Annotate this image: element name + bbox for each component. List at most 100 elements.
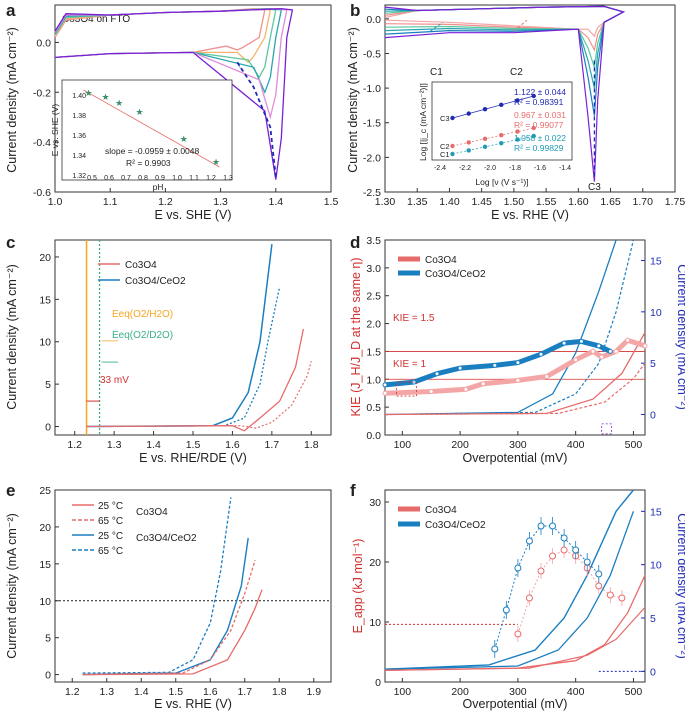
panel-f-y2tick-label: 15 bbox=[650, 506, 662, 518]
panel-e-ytick-label: 15 bbox=[39, 559, 51, 571]
panel-label-b: b bbox=[350, 1, 360, 20]
legend-e-4: 65 °C bbox=[98, 546, 123, 557]
c-ceo2-d2o bbox=[98, 286, 281, 428]
panel-d-ytick-label: 0.5 bbox=[366, 402, 381, 414]
cv-curve-6 bbox=[54, 8, 294, 180]
panel-b-ylabel: Current density (mA cm⁻²) bbox=[346, 27, 360, 173]
inset-b-point-C3 bbox=[531, 93, 536, 99]
panel-f-ytick-label: 30 bbox=[369, 497, 381, 509]
inset-b-point-C1 bbox=[450, 151, 455, 157]
panel-f-xtick-label: 100 bbox=[394, 686, 412, 698]
panel-b-ytick-label: -2.0 bbox=[363, 152, 381, 164]
inset-b-xtick-label: -1.6 bbox=[534, 165, 546, 172]
panel-d-xlabel: Overpotential (mV) bbox=[463, 451, 568, 465]
panel-c-ytick-label: 0 bbox=[45, 422, 51, 434]
panel-d-xtick-label: 300 bbox=[509, 439, 527, 451]
inset-b-point-C2 bbox=[531, 125, 536, 131]
panel-f-ytick-label: 10 bbox=[369, 617, 381, 629]
inset-b-point-C2 bbox=[515, 129, 520, 134]
inset-b-point-C2 bbox=[466, 140, 471, 145]
inset-a-point: ★ bbox=[212, 157, 220, 167]
panel-c-xtick-label: 1.4 bbox=[146, 439, 161, 451]
panel-b-xtick-label: 1.60 bbox=[568, 196, 589, 208]
legend-c-ceo2: Co3O4/CeO2 bbox=[125, 276, 186, 287]
panel-e-ytick-label: 10 bbox=[39, 596, 51, 608]
cv-b-curve-6 bbox=[384, 5, 625, 182]
panel-a-inset-ylabel: E vs. SHE (V) bbox=[50, 104, 60, 157]
panel-d-ytick-label: 1.5 bbox=[366, 346, 381, 358]
panel-f: Overpotential (mV) E_app (kJ mol⁻¹) Curr… bbox=[351, 489, 685, 711]
kie-ceo2-point bbox=[458, 366, 462, 370]
panel-c-xtick-label: 1.3 bbox=[107, 439, 122, 451]
inset-c1-r2: R² = 0.99829 bbox=[514, 143, 564, 153]
inset-b-xtick-label: -2.4 bbox=[434, 165, 446, 172]
kie-co3o4-point bbox=[429, 390, 433, 394]
panel-e-xtick-label: 1.2 bbox=[65, 686, 80, 698]
panel-e-xtick-label: 1.7 bbox=[237, 686, 252, 698]
panel-b-frame bbox=[384, 4, 676, 193]
inset-c3-r2: R² = 0.98391 bbox=[514, 97, 564, 107]
panel-label-f: f bbox=[350, 481, 356, 500]
panel-e-frame bbox=[54, 489, 332, 683]
inset-a-xtick-label: 0.9 bbox=[155, 175, 165, 182]
panel-d-ytick-label: 2.0 bbox=[366, 319, 381, 331]
panel-a-ytick-label: 0.0 bbox=[36, 37, 51, 49]
panel-c-ytick-label: 5 bbox=[45, 379, 51, 391]
inset-a-xtick-label: 0.8 bbox=[138, 175, 148, 182]
inset-a-point: ★ bbox=[136, 107, 144, 117]
inset-a-xtick-label: 0.6 bbox=[104, 175, 114, 182]
inset-b-point-C2 bbox=[482, 136, 488, 141]
peak-label-c3: C3 bbox=[588, 182, 601, 193]
kie-ceo2-point bbox=[516, 361, 520, 365]
panel-a-xtick-label: 1.1 bbox=[103, 196, 118, 208]
kie-ceo2-point bbox=[579, 339, 583, 343]
inset-a-xtick-label: 0.7 bbox=[121, 175, 131, 182]
inset-b-point-C1 bbox=[482, 144, 488, 149]
eapp-ceo2-point bbox=[502, 606, 510, 614]
inset-b-point-C2 bbox=[450, 143, 455, 149]
kie-ceo2-point bbox=[597, 344, 601, 348]
panel-c-frame bbox=[54, 239, 332, 436]
inset-b-series-label: C2 bbox=[440, 142, 450, 151]
panel-a-ylabel: Current density (mA cm⁻²) bbox=[5, 27, 19, 173]
panel-a-inset-xlabel: pH bbox=[153, 182, 164, 192]
panel-a-inset-frame bbox=[61, 79, 233, 181]
eapp-ceo2-point bbox=[560, 534, 568, 542]
panel-a-ytick-label: -0.2 bbox=[33, 87, 51, 99]
d-current-co3o4-d2o bbox=[384, 362, 646, 416]
panel-e-xtick-label: 1.5 bbox=[168, 686, 183, 698]
legend-e-group-ceo2: Co3O4/CeO2 bbox=[136, 533, 197, 544]
eapp-co3o4-point bbox=[549, 552, 557, 560]
panel-e-ytick-label: 20 bbox=[39, 522, 51, 534]
panel-d-xtick-label: 100 bbox=[394, 439, 412, 451]
kie-15-label: KIE = 1.5 bbox=[393, 313, 435, 324]
inset-b-point-C3 bbox=[515, 98, 520, 103]
kie-co3o4-point bbox=[614, 349, 618, 353]
eapp-ceo2-point bbox=[491, 645, 499, 653]
kie-co3o4-point bbox=[626, 338, 630, 342]
legend-e-group-co3o4: Co3O4 bbox=[136, 507, 168, 518]
eapp-ceo2-point bbox=[572, 546, 580, 554]
panel-b-ytick-label: 0.0 bbox=[366, 14, 381, 26]
c2-arrow bbox=[513, 19, 528, 32]
inset-a-ytick-label: 1.34 bbox=[72, 153, 86, 160]
panel-d-y2tick-label: 15 bbox=[650, 256, 662, 268]
inset-b-point-C2 bbox=[499, 133, 504, 138]
eeq-d2o-label: Eeq(O2/D2O) bbox=[112, 330, 173, 341]
panel-a-xtick-label: 1.0 bbox=[48, 196, 63, 208]
inset-b-point-C1 bbox=[531, 133, 536, 139]
inset-c2-r2: R² = 0.99077 bbox=[514, 120, 564, 130]
panel-c-ylabel: Current density (mA cm⁻²) bbox=[5, 264, 19, 410]
eeq-h2o-label: Eeq(O2/H2O) bbox=[112, 309, 173, 320]
kie-1-label: KIE = 1 bbox=[393, 359, 427, 370]
panel-label-e: e bbox=[6, 481, 15, 500]
kie-co3o4-curve bbox=[382, 337, 648, 396]
panel-a: Co3O4 on FTO E vs. SHE (V) Current densi… bbox=[5, 4, 338, 222]
panel-b-inset-frame bbox=[431, 81, 573, 161]
panel-label-a: a bbox=[6, 1, 16, 20]
inset-a-xtick-label: 1.2 bbox=[206, 175, 216, 182]
panel-a-xtick-label: 1.4 bbox=[268, 196, 283, 208]
panel-c-ytick-label: 15 bbox=[39, 294, 51, 306]
panel-b-ytick-label: -0.5 bbox=[363, 48, 381, 60]
panel-f-y2tick-label: 5 bbox=[650, 613, 656, 625]
